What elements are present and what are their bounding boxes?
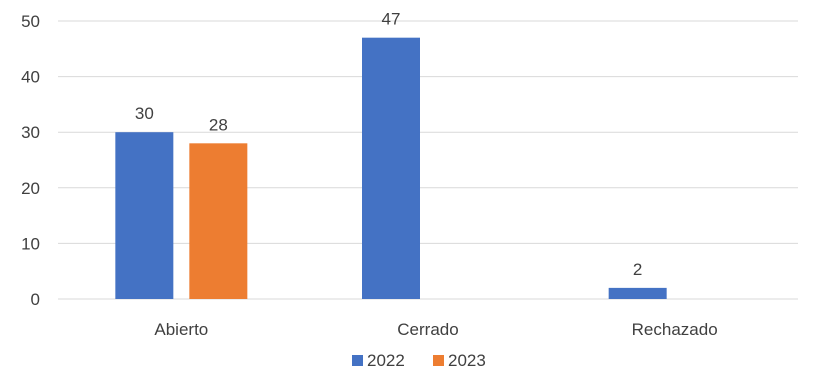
x-tick-label: Cerrado [397,320,458,339]
data-label: 47 [382,10,401,29]
x-axis-tick-labels: Abierto Cerrado Rechazado [154,320,717,339]
legend-swatch-2023 [433,355,444,366]
legend-swatch-2022 [352,355,363,366]
gridlines [58,20,798,300]
x-tick-label: Abierto [154,320,208,339]
y-tick-label: 30 [21,123,40,142]
legend: 2022 2023 [352,351,486,370]
y-tick-label: 10 [21,234,40,253]
legend-label-2022: 2022 [367,351,405,370]
y-tick-label: 40 [21,68,40,87]
y-tick-label: 50 [21,12,40,31]
x-tick-label: Rechazado [632,320,718,339]
data-label: 30 [135,104,154,123]
y-tick-label: 20 [21,179,40,198]
bar-cerrado-2022 [362,37,420,300]
data-labels: 30 28 47 2 [135,10,643,279]
data-label: 2 [633,260,642,279]
bars [115,37,667,300]
y-tick-label: 0 [31,290,40,309]
bar-abierto-2022 [115,132,174,299]
y-axis-tick-labels: 0 10 20 30 40 50 [21,12,40,309]
data-label: 28 [209,115,228,134]
bar-rechazado-2022 [608,287,667,299]
bar-abierto-2023 [189,143,248,299]
legend-label-2023: 2023 [448,351,486,370]
